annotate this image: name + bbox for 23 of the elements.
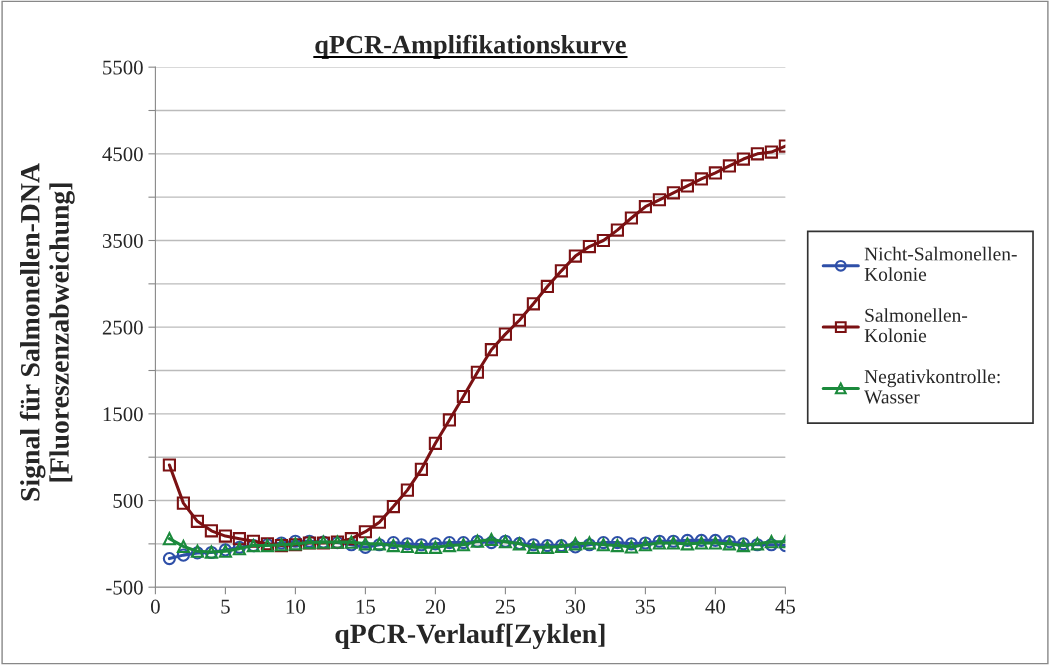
x-tick-label: 45	[775, 599, 795, 614]
y-tick-label: 3500	[102, 233, 143, 248]
y-tick-label: 500	[113, 493, 143, 508]
x-tick-label: 5	[221, 599, 230, 614]
legend-label: Salmonellen- Kolonie	[864, 308, 968, 343]
y-tick-label: 4500	[102, 147, 143, 162]
x-tick-label: 20	[425, 599, 446, 614]
legend-label: Negativkontrolle: Wasser	[864, 369, 1000, 404]
x-tick-label: 35	[635, 599, 655, 614]
y-tick-label: 5500	[103, 60, 143, 75]
x-tick-label: 30	[565, 599, 586, 614]
chart-title: qPCR-Amplifikationskurve	[315, 34, 626, 59]
y-axis-title: Signal für Salmonellen-DNA [Fluoreszenzabweichung]	[19, 163, 75, 501]
legend-label: Nicht-Salmonellen- Kolonie	[864, 246, 1017, 281]
y-tick-label: 2500	[102, 320, 143, 335]
y-tick-label: -500	[106, 580, 143, 595]
x-tick-label: 10	[286, 599, 306, 614]
x-axis-title: qPCR-Verlauf[Zyklen]	[335, 623, 605, 649]
x-tick-label: 40	[705, 599, 726, 614]
x-tick-label: 25	[495, 599, 515, 614]
x-tick-label: 15	[356, 599, 375, 614]
y-tick-label: 1500	[103, 407, 143, 422]
x-tick-label: 0	[150, 599, 160, 614]
